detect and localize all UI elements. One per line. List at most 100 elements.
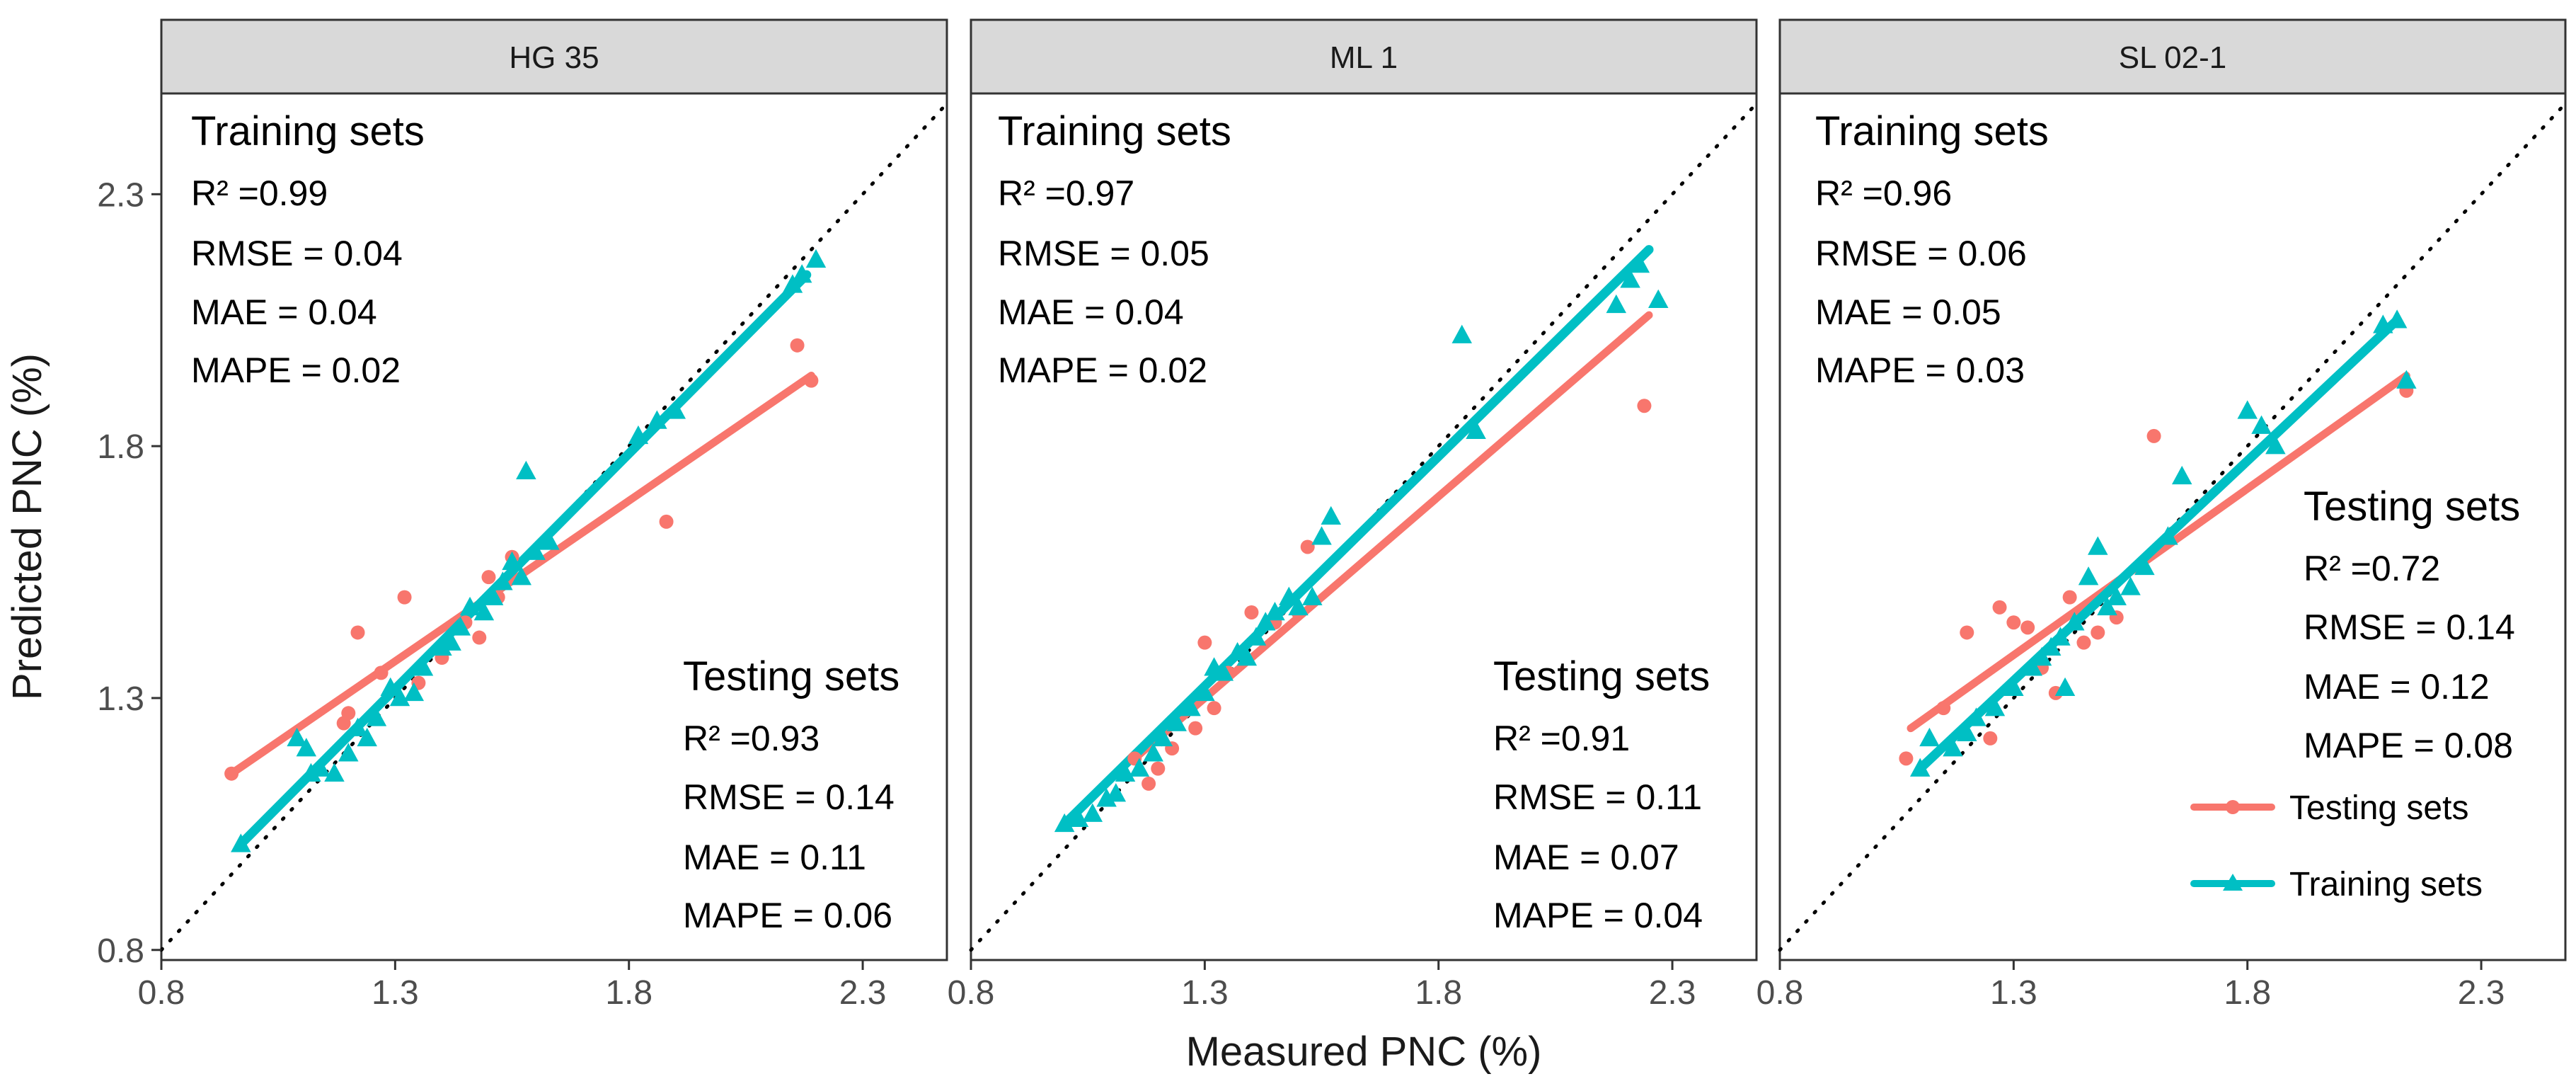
testing-point (1188, 721, 1203, 736)
training-point (1288, 596, 1309, 616)
training-point (1984, 697, 2006, 716)
testing-mape: MAPE = 0.06 (683, 896, 892, 935)
x-tick-label: 0.8 (138, 974, 185, 1012)
training-point (791, 264, 812, 283)
legend-testing-label: Testing sets (2289, 789, 2468, 827)
training-point (493, 571, 513, 590)
y-tick-label: 0.8 (97, 932, 144, 970)
x-tick-label: 1.3 (1181, 974, 1229, 1012)
training-r2: R² =0.99 (191, 173, 328, 213)
x-tick-label: 2.3 (2458, 974, 2505, 1012)
training-point (380, 677, 401, 696)
training-point (1943, 738, 1963, 757)
training-point (2022, 657, 2043, 676)
panel-strip-label: HG 35 (509, 40, 599, 75)
testing-point (1992, 600, 2007, 615)
training-rmse: RMSE = 0.06 (1815, 234, 2027, 273)
x-ticks: 0.8 1.3 1.8 2.3 (138, 960, 886, 1012)
training-point (805, 249, 827, 268)
testing-point (2091, 625, 2105, 640)
training-mape: MAPE = 0.02 (191, 350, 401, 390)
training-point (1302, 586, 1323, 605)
panel-hg35: HG 35 Training sets R² =0.99 RMSE = 0.04… (138, 18, 949, 1012)
testing-sets-title: Testing sets (1493, 653, 1710, 699)
training-point (516, 460, 536, 479)
testing-point (341, 706, 356, 721)
training-point (483, 586, 504, 605)
training-point (2088, 536, 2108, 555)
testing-point (481, 570, 496, 585)
testing-point (2062, 590, 2077, 605)
y-axis-title: Predicted PNC (%) (4, 353, 50, 700)
testing-point (1637, 399, 1652, 413)
training-point (1115, 762, 1136, 782)
training-point (1311, 526, 1332, 545)
y-tick-label: 1.8 (97, 428, 144, 466)
testing-mae: MAE = 0.12 (2304, 667, 2490, 707)
training-point (511, 566, 531, 586)
training-point (2134, 556, 2155, 576)
testing-point (2146, 428, 2161, 443)
testing-point (224, 766, 239, 781)
training-point (413, 657, 434, 676)
training-point (1180, 697, 1201, 716)
identity-line (1778, 101, 2568, 952)
training-point (2265, 435, 2286, 455)
y-tick-label: 2.3 (97, 176, 144, 214)
testing-point (2020, 620, 2035, 635)
training-point (2003, 677, 2024, 696)
training-mae: MAE = 0.04 (191, 292, 377, 332)
training-point (1166, 712, 1187, 731)
training-point (1466, 420, 1486, 440)
training-point (1321, 505, 1341, 525)
testing-r2: R² =0.93 (683, 719, 820, 758)
testing-point (659, 514, 674, 529)
panel-strip-label: SL 02-1 (2119, 40, 2226, 75)
panel-strip-label: ML 1 (1330, 40, 1398, 75)
training-point (1129, 758, 1150, 777)
training-point (1105, 783, 1127, 802)
training-fit-line (1059, 245, 1654, 829)
training-point (1143, 743, 1163, 762)
series-layer (1778, 101, 2568, 952)
training-point (366, 707, 387, 726)
training-point (502, 551, 522, 571)
x-tick-label: 0.8 (948, 974, 995, 1012)
training-point (2064, 612, 2085, 631)
series-layer (159, 101, 949, 952)
x-tick-label: 2.3 (1649, 974, 1696, 1012)
training-point (2373, 314, 2393, 333)
testing-rmse: RMSE = 0.14 (2304, 607, 2515, 647)
training-point (403, 682, 425, 702)
x-axis-title: Measured PNC (%) (1186, 1029, 1542, 1075)
training-point (2040, 636, 2062, 656)
training-point (473, 601, 495, 621)
panel-strip (1778, 18, 2567, 95)
training-point (389, 687, 410, 707)
testing-sets-title: Testing sets (683, 653, 899, 699)
panel-ml1: ML 1 Training sets R² =0.97 RMSE = 0.05 … (948, 18, 1759, 1012)
training-point (310, 758, 330, 777)
series-layer (969, 101, 1759, 952)
training-point (2097, 596, 2117, 616)
x-tick-label: 0.8 (1756, 974, 1804, 1012)
training-point (1957, 722, 1977, 742)
training-point (2386, 309, 2408, 329)
training-point (287, 727, 307, 747)
identity-line (159, 101, 949, 952)
training-rmse: RMSE = 0.05 (998, 234, 1209, 273)
training-fit-line (236, 270, 812, 849)
training-point (1255, 612, 1276, 631)
training-point (296, 738, 317, 757)
testing-r2: R² =0.72 (2304, 549, 2440, 588)
training-mape: MAPE = 0.03 (1815, 350, 2025, 390)
training-point (1648, 289, 1669, 309)
testing-point (1197, 635, 1212, 650)
training-mae: MAE = 0.05 (1815, 292, 2001, 332)
legend: Testing sets Training sets (2190, 789, 2483, 903)
training-point (1909, 758, 1931, 777)
testing-rmse: RMSE = 0.14 (683, 777, 895, 817)
training-point (459, 596, 481, 616)
training-sets-title: Training sets (1815, 108, 2049, 154)
training-point (450, 617, 471, 636)
